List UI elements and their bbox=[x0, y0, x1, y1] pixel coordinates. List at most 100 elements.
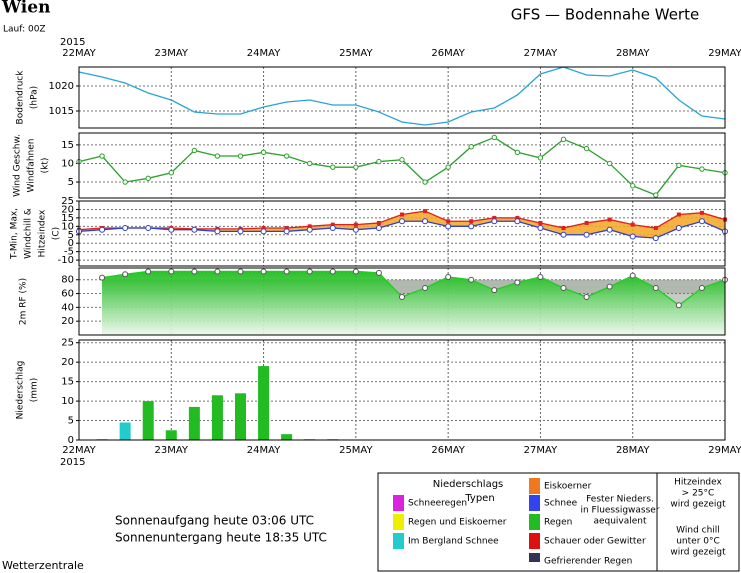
marker bbox=[468, 276, 475, 283]
area-line bbox=[101, 270, 726, 307]
marker bbox=[99, 153, 105, 159]
marker bbox=[629, 272, 636, 279]
temp-marker bbox=[329, 225, 336, 232]
panel-frame bbox=[78, 132, 726, 199]
marker bbox=[698, 285, 705, 292]
marker bbox=[399, 294, 405, 301]
year: 2015 bbox=[60, 37, 85, 48]
temp-marker bbox=[99, 226, 106, 233]
top-time-label: 28MAY bbox=[616, 48, 650, 59]
temp-marker bbox=[168, 226, 175, 233]
marker bbox=[122, 271, 129, 278]
marker bbox=[445, 164, 451, 170]
y-axis-label: Bodendruck bbox=[16, 70, 26, 125]
marker bbox=[445, 273, 452, 280]
marker bbox=[399, 157, 405, 163]
bar bbox=[281, 434, 293, 440]
y-tick-label: 1015 bbox=[49, 106, 74, 117]
y-tick-label: 20 bbox=[61, 316, 74, 327]
y-axis-label: 2m RF (%) bbox=[19, 278, 29, 325]
temp-marker bbox=[423, 209, 428, 214]
y-tick-label: 5 bbox=[68, 177, 74, 188]
temp-marker bbox=[422, 218, 429, 225]
marker bbox=[537, 155, 544, 161]
temp-marker bbox=[446, 219, 451, 224]
panel-frame bbox=[78, 200, 726, 267]
y-tick-label: 25 bbox=[61, 338, 74, 349]
marker bbox=[352, 268, 359, 275]
temp-marker bbox=[538, 220, 543, 225]
top-time-label: 29MAY bbox=[708, 48, 741, 59]
y-tick-label: 15 bbox=[61, 213, 74, 224]
temp-marker bbox=[491, 218, 498, 225]
y-tick-label: 5 bbox=[68, 230, 74, 241]
legend-label: Schauer oder Gewitter bbox=[544, 537, 646, 547]
temp-marker bbox=[261, 226, 266, 231]
marker bbox=[422, 285, 429, 292]
marker bbox=[583, 145, 590, 152]
marker bbox=[145, 268, 152, 275]
y-axis-label: Wind Geschw. bbox=[13, 134, 23, 197]
marker bbox=[514, 149, 521, 156]
legend-title: Typen bbox=[464, 493, 494, 504]
top-time-label: 27MAY bbox=[524, 48, 558, 59]
y-tick-label: 0 bbox=[68, 435, 74, 446]
legend-heat: wird gezeigt bbox=[670, 500, 726, 510]
bottom-time-label: 29MAY bbox=[708, 445, 741, 456]
temp-marker bbox=[191, 226, 198, 233]
temp-marker bbox=[214, 228, 221, 235]
temp-marker bbox=[469, 219, 474, 224]
run: Lauf: 00Z bbox=[3, 25, 46, 35]
y-tick-label: -5 bbox=[64, 247, 74, 258]
temp-marker bbox=[537, 225, 544, 232]
marker bbox=[676, 162, 682, 169]
temp-marker bbox=[515, 215, 520, 220]
top-time-label: 26MAY bbox=[431, 48, 465, 59]
marker bbox=[491, 134, 497, 141]
marker bbox=[122, 179, 128, 185]
y-axis-label: Hitzeindex bbox=[38, 209, 48, 257]
marker bbox=[99, 274, 106, 281]
marker bbox=[491, 287, 498, 294]
legend-swatch bbox=[529, 514, 540, 530]
model-title: GFS — Bodennahe Werte bbox=[511, 6, 699, 24]
legend-chill: wird gezeigt bbox=[670, 548, 726, 558]
y-tick-label: -10 bbox=[58, 255, 74, 266]
temp-marker bbox=[330, 222, 335, 227]
area bbox=[102, 271, 726, 335]
legend-chill: Wind chill bbox=[676, 526, 720, 536]
marker bbox=[191, 147, 198, 154]
legend-swatch bbox=[529, 553, 540, 562]
bottom-time-label: 25MAY bbox=[339, 445, 373, 456]
bottom-time-label: 22MAY bbox=[62, 445, 96, 456]
marker bbox=[307, 160, 313, 167]
temp-marker bbox=[353, 222, 358, 227]
y-tick-label: 10 bbox=[61, 396, 74, 407]
legend-label: Gefrierender Regen bbox=[544, 557, 632, 567]
temp-marker bbox=[584, 220, 589, 225]
temp-marker bbox=[352, 226, 359, 233]
temp-marker bbox=[653, 226, 658, 231]
temp-marker bbox=[492, 215, 497, 220]
temp-marker bbox=[583, 231, 590, 238]
temp-marker bbox=[699, 210, 704, 215]
legend-note: Fester Nieders. bbox=[586, 495, 654, 505]
y-tick-label: 80 bbox=[61, 275, 74, 286]
marker bbox=[630, 183, 636, 189]
y-tick-label: 0 bbox=[68, 238, 74, 249]
y-axis-label: T-Min, Max, bbox=[10, 208, 20, 260]
marker bbox=[606, 160, 613, 167]
y-tick-label: 25 bbox=[61, 196, 74, 207]
temp-marker bbox=[607, 217, 612, 222]
marker bbox=[353, 164, 359, 170]
y-tick-label: 40 bbox=[61, 302, 74, 313]
legend-label: Im Bergland Schnee bbox=[408, 537, 499, 547]
bar bbox=[165, 430, 177, 440]
y-tick-label: 20 bbox=[61, 357, 74, 368]
y-axis-label: (kt) bbox=[41, 158, 51, 174]
marker bbox=[168, 170, 174, 176]
temp-marker bbox=[445, 223, 452, 230]
sunset: Sonnenuntergang heute 18:35 UTC bbox=[115, 531, 327, 545]
bar bbox=[119, 422, 131, 440]
